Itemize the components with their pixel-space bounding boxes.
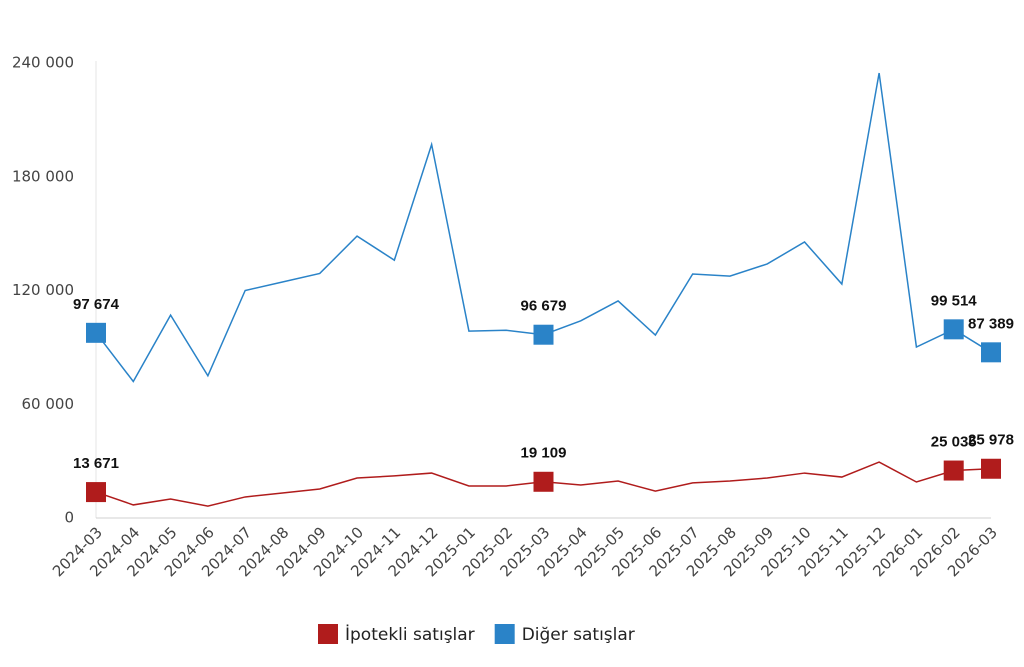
legend-swatch [494,624,515,644]
y-tick-label: 240 000 [12,54,74,72]
point-marker [943,319,964,340]
y-tick-label: 0 [64,509,74,527]
y-tick-label: 180 000 [12,167,74,185]
data-label: 96 679 [521,298,567,315]
data-label: 25 978 [968,432,1014,449]
point-marker [533,324,554,345]
point-marker [943,460,964,481]
legend-label: Diğer satışlar [522,625,635,645]
y-tick-label: 120 000 [12,281,74,299]
data-label: 25 035 [931,434,977,451]
y-tick-label: 60 000 [22,395,75,413]
point-marker [981,458,1001,479]
point-marker [86,322,106,343]
point-marker [981,342,1001,363]
legend-swatch [318,624,338,644]
data-label: 87 389 [968,315,1014,332]
point-marker [533,471,554,492]
data-label: 13 671 [73,455,119,472]
point-marker [86,482,106,503]
legend-label: İpotekli satışlar [345,624,475,645]
data-label: 99 514 [931,292,978,309]
data-label: 97 674 [73,296,120,313]
data-label: 19 109 [521,445,567,462]
